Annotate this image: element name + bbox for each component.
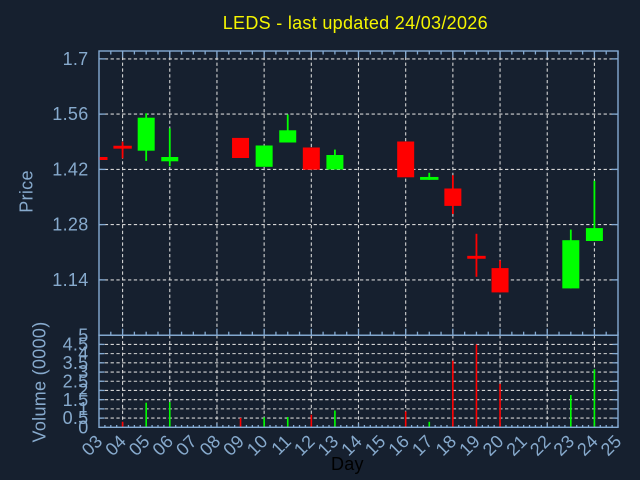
svg-text:5: 5 [78,325,88,345]
svg-text:4: 4 [78,344,88,364]
svg-text:0.5: 0.5 [63,408,89,428]
svg-text:Day: Day [331,454,364,474]
svg-text:3.5: 3.5 [63,353,89,373]
svg-text:3: 3 [78,362,88,382]
svg-text:Price: Price [17,170,37,213]
svg-text:1.5: 1.5 [63,390,89,410]
svg-text:1.14: 1.14 [52,270,88,290]
svg-text:1.42: 1.42 [52,160,88,180]
svg-text:0: 0 [78,417,88,437]
svg-text:2: 2 [78,381,88,401]
svg-text:4.5: 4.5 [63,335,89,355]
svg-text:1.7: 1.7 [63,49,89,69]
svg-text:Volume (0000): Volume (0000) [29,322,49,443]
svg-text:1.56: 1.56 [52,104,88,124]
svg-text:2.5: 2.5 [63,371,89,391]
svg-text:LEDS - last updated 24/03/2026: LEDS - last updated 24/03/2026 [223,13,488,33]
svg-text:1: 1 [78,399,88,419]
svg-text:1.28: 1.28 [52,215,88,235]
